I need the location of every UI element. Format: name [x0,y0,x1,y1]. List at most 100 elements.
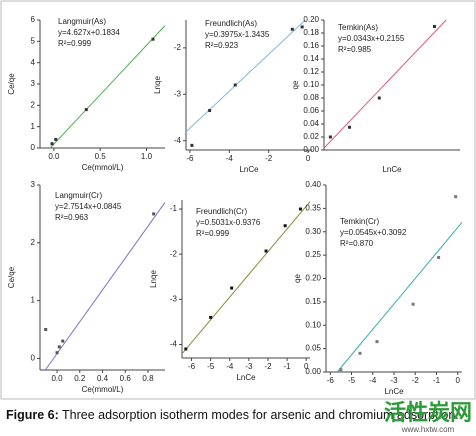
fit-line [336,222,463,373]
fit-line [323,19,447,149]
y-axis-label: Lnqe [149,270,158,288]
x-tick-label: -3 [245,362,253,371]
y-tick-label: 0 [31,354,36,363]
data-point [50,142,54,146]
data-point [375,340,379,344]
equation: y=4.627x+0.1834 [58,28,120,37]
x-axis-label: LnCe [384,387,404,396]
data-point [233,83,237,87]
data-point [411,302,415,306]
data-point [208,109,212,113]
data-point [264,249,268,253]
watermark-url: www.hxtw.com [401,425,455,434]
y-tick-label: 0.40 [305,180,321,189]
y-tick-label: 0.25 [305,250,321,259]
caption-label: Figure 6: [6,408,59,422]
y-axis-label: Lnqe [153,76,162,94]
watermark-brand: 活性炭网 [383,400,472,425]
frame [0,0,476,400]
y-tick-label: 0.04 [303,119,319,128]
x-tick-label: -4 [226,362,234,371]
x-tick-label: -5 [207,362,215,371]
data-point [151,37,155,41]
data-point [339,368,343,372]
data-point [283,224,287,228]
y-tick-label: -4 [170,340,178,349]
x-tick-label: 0.2 [74,374,86,383]
panel-title: Temkin(Cr) [340,217,379,226]
x-tick-label: -6 [186,154,194,163]
y-tick-label: 1 [31,296,36,305]
watermark: 活性炭网 www.hxtw.com [383,400,472,435]
data-point [61,339,65,343]
r-squared: R²=0.923 [205,41,239,50]
x-tick-label: -6 [188,362,196,371]
x-axis-label: Ce(mmol/L) [82,163,124,172]
r-squared: R²=0.963 [55,213,89,222]
x-tick-label: -3 [390,376,398,385]
equation: y=2.7514x+0.0845 [55,202,122,211]
x-axis-label: LnCe [239,165,259,174]
y-tick-label: 5 [31,36,36,45]
x-tick-label: 0.4 [97,374,109,383]
panel-title: Langmuir(Cr) [55,191,102,200]
y-tick-label: 2 [31,238,36,247]
y-axis-label: qe [291,80,300,89]
y-tick-label: -3 [170,294,178,303]
y-tick-label: 0 [31,143,36,152]
data-point [54,137,58,141]
y-tick-label: 0.02 [303,132,319,141]
y-axis-label: Ce/qe [7,73,16,95]
r-squared: R²=0.999 [58,39,92,48]
x-tick-label: 0 [304,362,309,371]
x-tick-label: -1 [433,376,441,385]
x-axis-label: Ce(mmol/L) [82,385,124,394]
y-tick-label: -4 [174,136,182,145]
x-tick-label: 0 [306,154,311,163]
y-tick-label: 2 [31,100,36,109]
x-tick-label: 0.0 [51,374,63,383]
data-point [328,135,332,139]
y-tick-label: 0.35 [305,203,321,212]
x-tick-label: -2 [264,362,272,371]
x-tick-label: -4 [369,376,377,385]
fit-line [44,202,166,371]
fit-line [49,25,166,149]
y-tick-label: 0.00 [305,367,321,376]
data-point [437,255,441,259]
data-point [57,345,61,349]
data-point [209,315,213,319]
y-tick-label: 0.15 [305,297,321,306]
equation: y=0.0343x+0.2155 [338,34,405,43]
y-tick-label: 0.10 [303,80,319,89]
data-point [377,96,381,100]
data-point [433,25,436,28]
y-tick-label: -2 [174,43,182,52]
data-point [152,212,156,216]
equation: y=0.3975x-1.3435 [205,30,270,39]
y-tick-label: 0.14 [303,54,319,63]
y-tick-label: 0.30 [305,227,321,236]
charts: 0 1 2 3 4 5 6 0.0 0.5 1.0 Ce(mmol/L) Ce/qe Langmuir(… [0,0,476,400]
data-point [55,351,59,355]
x-tick-label: -4 [226,154,234,163]
x-tick-label: 0.8 [142,374,154,383]
x-axis-label: LnCe [236,373,256,382]
x-axis-label: LnCe [382,165,402,174]
fit-line [185,19,306,133]
data-point [298,207,302,211]
x-tick-label: -2 [265,154,273,163]
data-point [230,286,234,290]
y-tick-label: 0.05 [305,344,321,353]
data-point [84,108,88,112]
y-tick-label: -3 [174,89,182,98]
x-tick-label: 1.0 [141,152,153,161]
y-tick-label: 4 [31,58,36,67]
y-tick-label: 0.16 [303,41,319,50]
y-tick-label: 0.06 [303,106,319,115]
data-point [358,351,362,355]
data-point [290,27,294,31]
caption: Figure 6: Three adsorption isotherm mode… [6,408,459,422]
y-axis-label: qe [293,274,302,283]
y-tick-label: 0.12 [303,67,319,76]
